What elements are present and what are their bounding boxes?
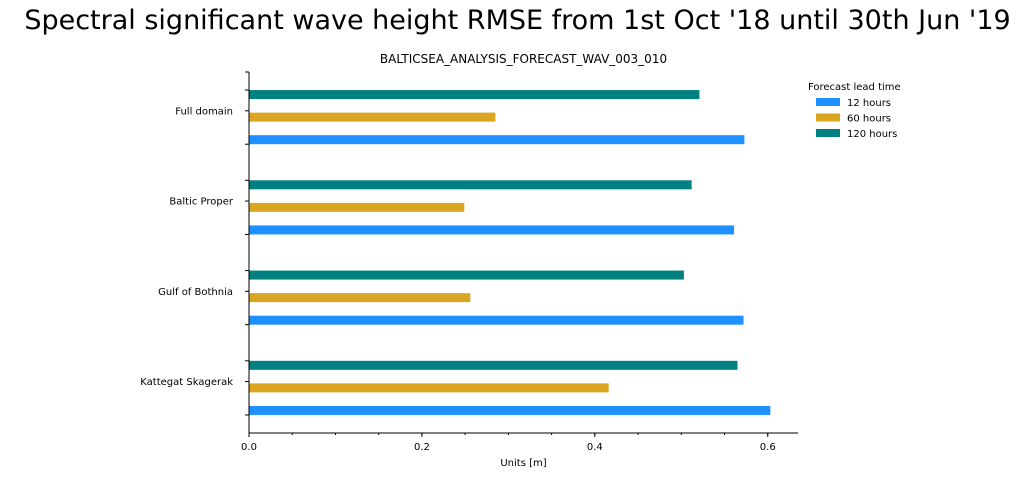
- chart-suptitle: Spectral significant wave height RMSE fr…: [24, 5, 1011, 36]
- bar-full-domain-60-hours: [249, 112, 496, 122]
- legend-swatch: [816, 129, 840, 137]
- x-tick-label: 0.4: [587, 442, 603, 453]
- y-tick-label: Kattegat Skagerak: [140, 377, 233, 388]
- legend-swatch: [816, 98, 840, 106]
- bar-gulf-of-bothnia-120-hours: [249, 270, 684, 280]
- bar-baltic-proper-120-hours: [249, 180, 692, 190]
- legend-title: Forecast lead time: [808, 82, 901, 93]
- bar-kattegat-skagerak-12-hours: [249, 405, 771, 415]
- x-tick-label: 0.2: [414, 442, 430, 453]
- bar-baltic-proper-60-hours: [249, 202, 465, 212]
- x-tick-label: 0.6: [760, 442, 776, 453]
- legend-label: 12 hours: [847, 98, 891, 109]
- bar-gulf-of-bothnia-12-hours: [249, 315, 744, 325]
- y-tick-label: Baltic Proper: [169, 197, 234, 208]
- bar-full-domain-120-hours: [249, 90, 700, 100]
- bar-baltic-proper-12-hours: [249, 225, 735, 235]
- legend-label: 120 hours: [847, 129, 897, 140]
- chart-title: BALTICSEA_ANALYSIS_FORECAST_WAV_003_010: [379, 52, 668, 66]
- legend-label: 60 hours: [847, 114, 891, 125]
- x-axis-label: Units [m]: [500, 458, 546, 469]
- y-tick-label: Gulf of Bothnia: [158, 287, 233, 298]
- legend-swatch: [816, 113, 840, 122]
- y-tick-label: Full domain: [175, 106, 233, 117]
- x-tick-label: 0.0: [241, 442, 257, 453]
- bar-kattegat-skagerak-120-hours: [249, 360, 738, 370]
- bar-kattegat-skagerak-60-hours: [249, 383, 609, 393]
- bar-gulf-of-bothnia-60-hours: [249, 293, 471, 303]
- bar-full-domain-12-hours: [249, 135, 745, 145]
